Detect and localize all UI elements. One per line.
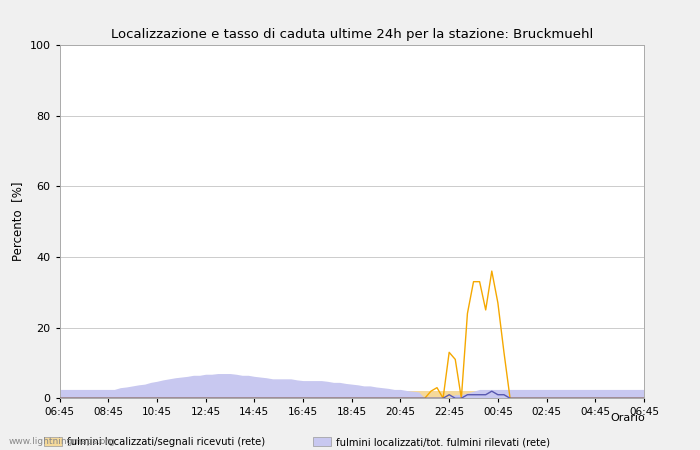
Title: Localizzazione e tasso di caduta ultime 24h per la stazione: Bruckmuehl: Localizzazione e tasso di caduta ultime … [111, 28, 593, 41]
Legend: fulmini localizzati/segnali ricevuti (rete), fulmini localizzati/segnali ricevut: fulmini localizzati/segnali ricevuti (re… [43, 437, 589, 450]
Text: www.lightningmaps.org: www.lightningmaps.org [8, 437, 115, 446]
Text: Orario: Orario [610, 413, 645, 423]
Y-axis label: Percento  [%]: Percento [%] [11, 182, 24, 261]
